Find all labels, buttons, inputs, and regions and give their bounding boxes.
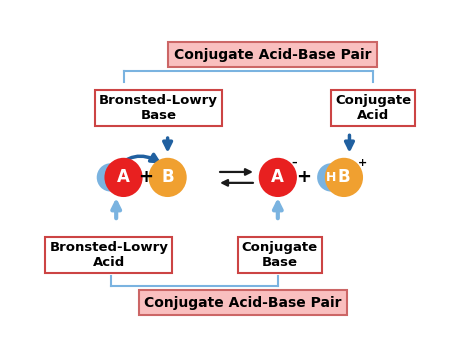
Ellipse shape [104, 158, 143, 197]
Text: Conjugate
Acid: Conjugate Acid [335, 94, 411, 122]
Text: –: – [292, 158, 297, 168]
Text: H: H [106, 171, 116, 184]
Ellipse shape [325, 158, 363, 197]
Text: Bronsted-Lowry
Acid: Bronsted-Lowry Acid [49, 241, 168, 269]
Text: +: + [358, 158, 367, 168]
Text: B: B [337, 169, 350, 187]
Text: A: A [272, 169, 284, 187]
Ellipse shape [259, 158, 297, 197]
Text: Bronsted-Lowry
Base: Bronsted-Lowry Base [99, 94, 218, 122]
Text: +: + [296, 169, 311, 187]
Ellipse shape [97, 163, 125, 192]
Text: B: B [161, 169, 174, 187]
Text: Conjugate Acid-Base Pair: Conjugate Acid-Base Pair [173, 48, 371, 62]
Text: Conjugate Acid-Base Pair: Conjugate Acid-Base Pair [144, 296, 342, 310]
Ellipse shape [317, 163, 345, 192]
Text: Conjugate
Base: Conjugate Base [242, 241, 318, 269]
Text: A: A [117, 169, 130, 187]
Ellipse shape [148, 158, 187, 197]
Text: H: H [326, 171, 336, 184]
Text: +: + [138, 169, 153, 187]
